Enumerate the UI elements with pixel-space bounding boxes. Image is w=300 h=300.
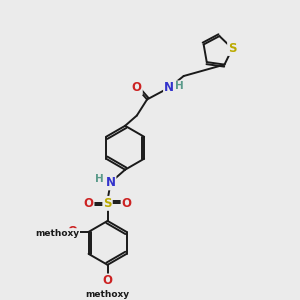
Text: O: O	[103, 274, 112, 287]
Text: S: S	[228, 42, 237, 55]
Text: methoxy: methoxy	[85, 290, 130, 298]
Text: O: O	[122, 197, 132, 210]
Text: S: S	[103, 197, 112, 210]
Text: O: O	[83, 197, 94, 210]
Text: O: O	[68, 225, 77, 239]
Text: H: H	[95, 174, 104, 184]
Text: methoxy: methoxy	[35, 229, 79, 238]
Text: N: N	[164, 81, 174, 94]
Text: O: O	[132, 81, 142, 94]
Text: N: N	[106, 176, 116, 189]
Text: H: H	[175, 81, 184, 91]
